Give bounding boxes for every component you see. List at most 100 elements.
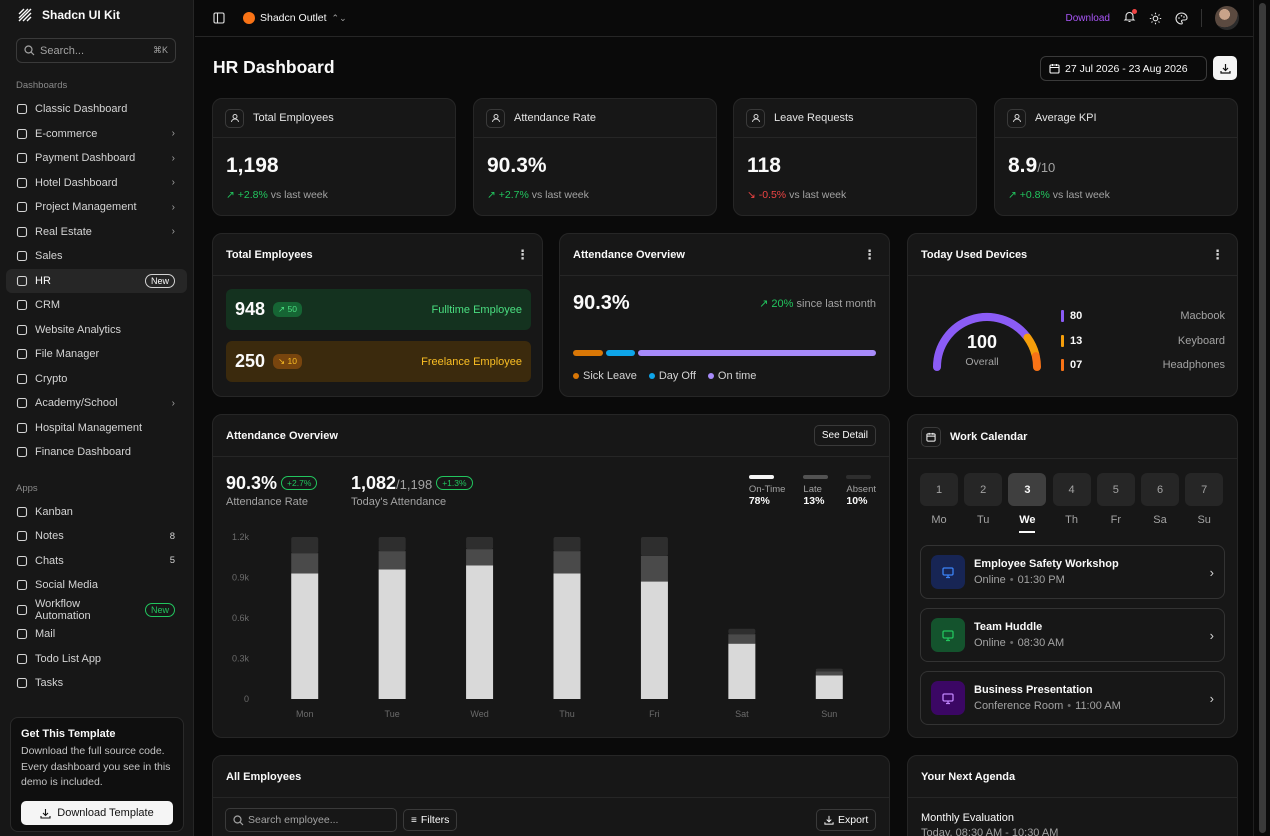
sidebar-item-tasks[interactable]: Tasks xyxy=(6,671,187,696)
sidebar-item-label: Hotel Dashboard xyxy=(35,176,118,189)
sidebar-item-mail[interactable]: Mail xyxy=(6,622,187,647)
calendar-day[interactable]: 5 xyxy=(1096,473,1135,506)
sidebar-item-todo-list-app[interactable]: Todo List App xyxy=(6,647,187,672)
device-color-bar xyxy=(1061,334,1064,347)
calendar-weekday: We xyxy=(1019,514,1036,526)
sidebar-item-finance-dashboard[interactable]: Finance Dashboard xyxy=(6,440,187,465)
date-range-picker[interactable]: 27 Jul 2026 - 23 Aug 2026 xyxy=(1040,56,1207,81)
folder-icon xyxy=(16,349,28,360)
export-button[interactable]: Export xyxy=(816,809,877,831)
sidebar-item-sales[interactable]: Sales xyxy=(6,244,187,269)
sidebar-item-label: Kanban xyxy=(35,505,73,518)
attendance-value: 90.3% xyxy=(573,292,630,314)
calendar-event[interactable]: Team Huddle Online • 08:30 AM › xyxy=(920,608,1225,662)
sidebar-item-label: Tasks xyxy=(35,677,64,690)
sidebar-item-classic-dashboard[interactable]: Classic Dashboard xyxy=(6,97,187,122)
more-options-icon[interactable]: ⋮ xyxy=(863,246,876,262)
sidebar-item-kanban[interactable]: Kanban xyxy=(6,500,187,525)
star-icon xyxy=(1007,108,1026,128)
attendance-bar-chart: 0 0.3k 0.6k 0.9k 1.2k Mon Tue Wed Thu Fri Sat Sun xyxy=(232,532,843,719)
stat-value-suffix: /10 xyxy=(1037,160,1056,175)
attendance-summary-card: Attendance Overview ⋮ 90.3% ↗ 20% since … xyxy=(559,233,890,397)
workspace-switcher[interactable]: Shadcn Outlet ⌃⌄ xyxy=(243,12,347,24)
workflow-icon xyxy=(16,604,28,615)
notification-bell-icon[interactable] xyxy=(1123,9,1137,26)
scrollbar-thumb[interactable] xyxy=(1259,3,1266,833)
sidebar-item-website-analytics[interactable]: Website Analytics xyxy=(6,318,187,343)
calendar-icon xyxy=(1049,64,1060,74)
download-button[interactable] xyxy=(1213,56,1237,80)
sidebar-item-hospital-management[interactable]: Hospital Management xyxy=(6,416,187,441)
calendar-event[interactable]: Business Presentation Conference Room • 11:… xyxy=(920,671,1225,725)
more-options-icon[interactable]: ⋮ xyxy=(1211,246,1224,262)
sidebar-item-project-management[interactable]: Project Management › xyxy=(6,195,187,220)
calendar-day[interactable]: 7 xyxy=(1185,473,1224,506)
theme-sun-icon[interactable] xyxy=(1149,12,1162,25)
freelance-row[interactable]: 250 ↘ 10 Freelance Employee xyxy=(226,341,531,382)
breakdown-bar xyxy=(803,475,829,479)
palette-icon[interactable] xyxy=(1175,11,1188,25)
bar-on-time-thu xyxy=(553,573,581,699)
calendar-weekday: Fr xyxy=(1110,514,1121,526)
event-details: Online • 08:30 AM xyxy=(974,637,1064,649)
agenda-item-title[interactable]: Monthly Evaluation xyxy=(921,812,1014,824)
bar-on-time-fri xyxy=(640,581,668,699)
sidebar-item-label: Hospital Management xyxy=(35,421,143,434)
sidebar-search[interactable]: Search... ⌘K xyxy=(16,38,176,63)
page-scrollbar[interactable] xyxy=(1253,0,1270,836)
card-header: Total Employees ⋮ xyxy=(213,234,542,276)
employee-search-input[interactable]: Search employee... xyxy=(225,808,397,832)
segment-on-time xyxy=(638,350,876,356)
stat-card: Leave Requests 118 ↘ -0.5% vs last week xyxy=(733,98,977,216)
sidebar-item-payment-dashboard[interactable]: Payment Dashboard › xyxy=(6,146,187,171)
device-label: Headphones xyxy=(1162,359,1225,372)
sidebar-item-e-commerce[interactable]: E-commerce › xyxy=(6,122,187,147)
sidebar-item-academy-school[interactable]: Academy/School › xyxy=(6,391,187,416)
topbar-divider xyxy=(1201,9,1202,27)
sidebar-item-hr[interactable]: HR New xyxy=(6,268,187,293)
brand[interactable]: Shadcn UI Kit xyxy=(0,0,193,30)
see-detail-button[interactable]: See Detail xyxy=(813,425,876,446)
more-options-icon[interactable]: ⋮ xyxy=(516,246,529,262)
download-template-button[interactable]: Download Template xyxy=(21,801,173,825)
search-icon xyxy=(24,45,35,56)
sidebar-item-workflow-automation[interactable]: Workflow Automation New xyxy=(6,598,187,623)
event-time: 08:30 AM xyxy=(1017,637,1065,649)
calendar-day[interactable]: 3 xyxy=(1008,473,1047,506)
sidebar-item-real-estate[interactable]: Real Estate › xyxy=(6,220,187,245)
employee-search-placeholder: Search employee... xyxy=(248,814,339,826)
calendar-day[interactable]: 2 xyxy=(964,473,1003,506)
stat-main-value: 118 xyxy=(747,154,781,177)
calendar-day[interactable]: 4 xyxy=(1052,473,1091,506)
sidebar-item-file-manager[interactable]: File Manager xyxy=(6,342,187,367)
sidebar-item-hotel-dashboard[interactable]: Hotel Dashboard › xyxy=(6,171,187,196)
calendar-event[interactable]: Employee Safety Workshop Online • 01:30 PM › xyxy=(920,545,1225,599)
trending-up-icon: ↗ xyxy=(226,189,238,201)
device-value: 07 xyxy=(1070,359,1083,372)
count-badge: 8 xyxy=(169,530,175,542)
sidebar-item-social-media[interactable]: Social Media xyxy=(6,573,187,598)
bar-on-time-mon xyxy=(291,573,319,699)
calendar-day[interactable]: 1 xyxy=(920,473,958,506)
filters-button[interactable]: ≡ Filters xyxy=(403,809,458,831)
calendar-day[interactable]: 6 xyxy=(1141,473,1179,506)
fulltime-row[interactable]: 948 ↗ 50 Fulltime Employee xyxy=(226,289,531,330)
sidebar-item-notes[interactable]: Notes 8 xyxy=(6,524,187,549)
count-badge: 5 xyxy=(169,555,175,567)
stat-main-value: 1,198 xyxy=(226,154,279,177)
device-row: 80 Macbook xyxy=(1061,304,1225,329)
event-title: Business Presentation xyxy=(974,684,1093,696)
sidebar-toggle-icon[interactable] xyxy=(213,12,225,24)
x-tick-label: Fri xyxy=(649,709,660,719)
card-title: Today Used Devices xyxy=(921,248,1028,261)
sidebar-item-crm[interactable]: CRM xyxy=(6,293,187,318)
event-place: Online xyxy=(974,574,1006,586)
checkbox-icon xyxy=(16,653,28,664)
user-avatar[interactable] xyxy=(1215,6,1239,30)
sidebar-item-chats[interactable]: Chats 5 xyxy=(6,549,187,574)
event-time: 01:30 PM xyxy=(1017,574,1065,586)
new-badge: New xyxy=(144,602,175,617)
sidebar-item-crypto[interactable]: Crypto xyxy=(6,367,187,392)
download-link[interactable]: Download xyxy=(1065,12,1110,24)
attendance-legend: Sick Leave Day Off On time xyxy=(573,370,756,382)
